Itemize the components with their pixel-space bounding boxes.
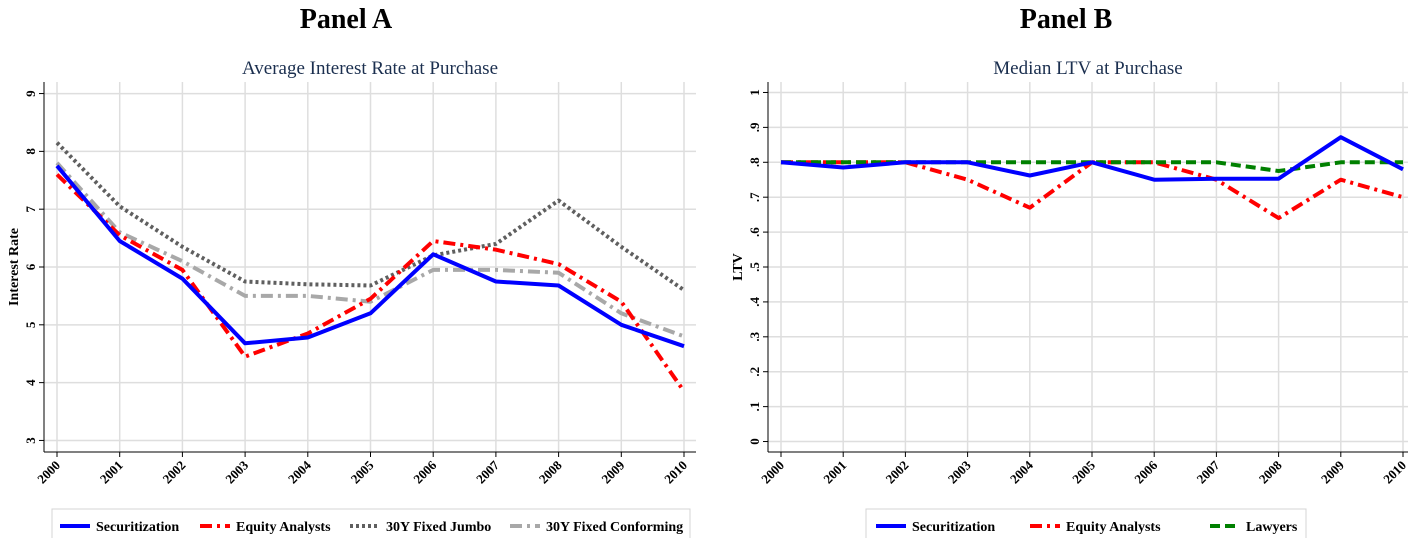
y-tick-label: .7 — [747, 192, 762, 202]
x-tick-label: 2003 — [945, 457, 974, 486]
legend-label: 30Y Fixed Conforming — [546, 520, 683, 535]
y-tick-label: 0 — [747, 438, 762, 445]
y-tick-label: 1 — [747, 89, 762, 96]
y-tick-label: .2 — [747, 367, 762, 377]
chart-b-title: Median LTV at Purchase — [993, 58, 1182, 79]
panel-a-heading: Panel A — [299, 4, 393, 35]
series-line-securitization — [55, 164, 685, 349]
x-tick-label: 2006 — [1131, 457, 1160, 486]
legend-b: Securitization Equity Analysts Lawyers — [865, 508, 1307, 538]
x-tick-label: 2005 — [1069, 457, 1098, 486]
x-tick-label: 2006 — [410, 457, 439, 486]
y-tick-label: 3 — [23, 437, 38, 444]
legend-label: Securitization — [96, 520, 179, 535]
legend-box — [51, 508, 691, 538]
x-tick-label: 2010 — [1380, 458, 1409, 487]
y-tick-label: 7 — [23, 205, 38, 212]
y-tick-label: 6 — [23, 263, 38, 270]
x-tick-label: 2004 — [285, 457, 314, 486]
x-tick-label: 2001 — [97, 458, 126, 487]
legend-box — [865, 508, 1307, 538]
y-tick-label: .1 — [747, 402, 762, 412]
y-tick-label: .8 — [747, 157, 762, 167]
x-tick-label: 2003 — [222, 457, 251, 486]
y-tick-label: .9 — [747, 122, 762, 132]
x-tick-label: 2008 — [536, 457, 565, 486]
x-tick-label: 2009 — [1318, 457, 1347, 486]
series-line-lawyers — [781, 160, 1403, 173]
x-tick-label: 2007 — [473, 457, 502, 486]
x-tick-label: 2010 — [661, 458, 690, 487]
x-tick-label: 2008 — [1256, 457, 1285, 486]
legend-label: Securitization — [912, 520, 995, 535]
x-tick-label: 2000 — [758, 458, 787, 487]
panel-b-heading: Panel B — [1019, 4, 1113, 35]
legend-a: Securitization Equity Analysts 30Y Fixed J… — [51, 508, 691, 538]
x-tick-label: 2002 — [160, 458, 189, 487]
y-tick-label: .4 — [747, 297, 762, 307]
legend-label: Equity Analysts — [236, 520, 331, 535]
y-axis-title: Interest Rate — [7, 228, 22, 306]
chart-a-title: Average Interest Rate at Purchase — [242, 58, 498, 79]
y-tick-label: 8 — [23, 148, 38, 155]
x-tick-label: 2004 — [1007, 457, 1036, 486]
x-tick-label: 2007 — [1194, 457, 1223, 486]
x-tick-label: 2005 — [348, 457, 377, 486]
legend-label: Lawyers — [1246, 520, 1298, 535]
chart-b: Median LTV at Purchase 0 .1 .2 .3 .4 .5 .6 .7 .8.… — [731, 58, 1409, 538]
x-tick-label: 2002 — [883, 458, 912, 487]
chart-a: Average Interest Rate at Purchase 3 4 5 6 7 8 9… — [7, 58, 696, 538]
y-tick-label: 5 — [23, 321, 38, 328]
x-tick-label: 2000 — [34, 458, 63, 487]
series-line-equity-analysts — [55, 173, 686, 393]
series-line-securitization — [780, 135, 1404, 182]
y-axis-title: LTV — [731, 253, 746, 281]
x-tick-label: 2001 — [820, 458, 849, 487]
y-tick-label: 4 — [23, 379, 38, 386]
y-tick-label: 9 — [23, 90, 38, 97]
legend-label: 30Y Fixed Jumbo — [386, 520, 491, 535]
series-line-30y-fixed-conforming — [55, 161, 685, 339]
x-tick-label: 2009 — [598, 457, 627, 486]
legend-label: Equity Analysts — [1066, 520, 1161, 535]
series-line-30y-fixed-jumbo — [55, 141, 686, 292]
y-tick-label: .5 — [747, 262, 762, 272]
y-tick-label: .6 — [747, 227, 762, 237]
y-tick-label: .3 — [747, 331, 762, 341]
